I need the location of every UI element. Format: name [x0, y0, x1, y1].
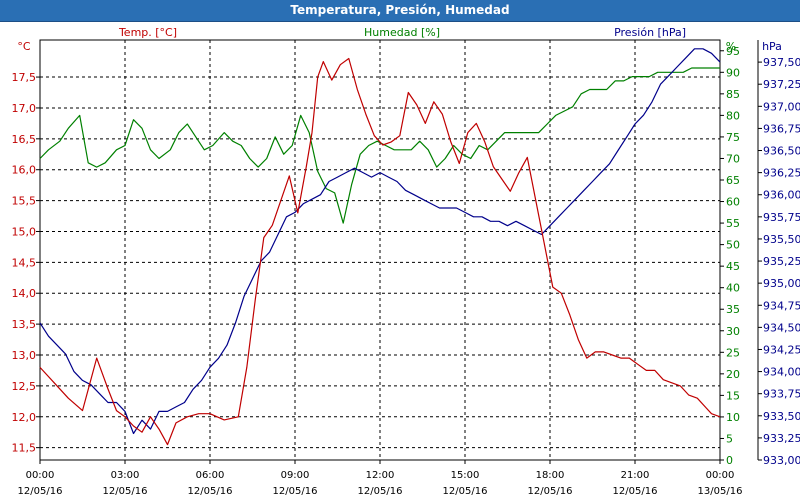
- hum-unit-label: %: [726, 40, 736, 53]
- hum-tick-label: 65: [726, 174, 740, 187]
- hum-tick-label: 10: [726, 411, 740, 424]
- pres-tick-label: 935,50: [763, 233, 800, 246]
- x-tick-time: 09:00: [281, 470, 310, 481]
- pres-tick-label: 934,25: [763, 343, 800, 356]
- pres-tick-label: 937,25: [763, 78, 800, 91]
- temp-tick-label: 15,5: [12, 195, 37, 208]
- pres-tick-label: 933,00: [763, 454, 800, 467]
- pres-tick-label: 933,25: [763, 432, 800, 445]
- legend-label: Humedad [%]: [364, 26, 440, 39]
- temp-tick-label: 13,0: [12, 349, 37, 362]
- pres-tick-label: 934,50: [763, 321, 800, 334]
- hum-tick-label: 45: [726, 260, 740, 273]
- x-tick-time: 15:00: [451, 470, 480, 481]
- axis-ticks: 00:00 12/05/16 03:00 12/05/16 06:00 12/05/16 0…: [12, 40, 800, 497]
- x-tick-date: 12/05/16: [443, 486, 488, 497]
- window-title-bar: Temperatura, Presión, Humedad: [0, 0, 800, 22]
- x-tick-date: 12/05/16: [188, 486, 233, 497]
- pres-tick-label: 933,75: [763, 388, 800, 401]
- x-tick-time: 00:00: [706, 470, 735, 481]
- hum-tick-label: 20: [726, 368, 740, 381]
- pres-unit-label: hPa: [762, 40, 782, 53]
- pres-tick-label: 936,00: [763, 189, 800, 202]
- legend-label: Temp. [°C]: [118, 26, 177, 39]
- x-tick-date: 12/05/16: [613, 486, 658, 497]
- temp-tick-label: 16,5: [12, 133, 37, 146]
- hum-tick-label: 40: [726, 282, 740, 295]
- hum-tick-label: 80: [726, 109, 740, 122]
- hum-tick-label: 90: [726, 66, 740, 79]
- temp-tick-label: 16,0: [12, 164, 37, 177]
- x-tick-time: 12:00: [366, 470, 395, 481]
- temp-tick-label: 13,5: [12, 318, 37, 331]
- temp-tick-label: 11,5: [12, 442, 37, 455]
- x-tick-time: 21:00: [621, 470, 650, 481]
- x-tick-date: 13/05/16: [698, 486, 743, 497]
- pres-tick-label: 936,50: [763, 145, 800, 158]
- x-tick-date: 12/05/16: [358, 486, 403, 497]
- x-tick-time: 18:00: [536, 470, 565, 481]
- pres-tick-label: 937,50: [763, 56, 800, 69]
- x-tick-time: 00:00: [26, 470, 55, 481]
- x-tick-date: 12/05/16: [103, 486, 148, 497]
- temp-tick-label: 14,0: [12, 287, 37, 300]
- temp-tick-label: 12,0: [12, 411, 37, 424]
- pres-tick-label: 935,75: [763, 211, 800, 224]
- hum-tick-label: 60: [726, 196, 740, 209]
- pres-tick-label: 933,50: [763, 410, 800, 423]
- series-line-temp: [39, 57, 721, 446]
- hum-tick-label: 35: [726, 303, 740, 316]
- x-tick-time: 06:00: [196, 470, 225, 481]
- pres-tick-label: 935,00: [763, 277, 800, 290]
- series-line-hum: [39, 67, 720, 224]
- x-tick-date: 12/05/16: [528, 486, 573, 497]
- x-tick-date: 12/05/16: [273, 486, 318, 497]
- hum-tick-label: 5: [726, 432, 733, 445]
- x-tick-date: 12/05/16: [18, 486, 63, 497]
- data-series: [39, 48, 721, 446]
- hum-tick-label: 95: [726, 45, 740, 58]
- temp-tick-label: 17,0: [12, 102, 37, 115]
- hum-tick-label: 70: [726, 152, 740, 165]
- pres-tick-label: 935,25: [763, 255, 800, 268]
- temp-tick-label: 14,5: [12, 256, 37, 269]
- window-title: Temperatura, Presión, Humedad: [290, 3, 510, 17]
- hum-tick-label: 55: [726, 217, 740, 230]
- pres-tick-label: 934,00: [763, 366, 800, 379]
- hum-tick-label: 30: [726, 325, 740, 338]
- pres-tick-label: 934,75: [763, 299, 800, 312]
- hum-tick-label: 0: [726, 454, 733, 467]
- temp-tick-label: 17,5: [12, 71, 37, 84]
- temp-tick-label: 12,5: [12, 380, 37, 393]
- hum-tick-label: 15: [726, 389, 740, 402]
- series-line-pres: [39, 48, 721, 435]
- pres-tick-label: 937,00: [763, 100, 800, 113]
- pres-tick-label: 936,75: [763, 122, 800, 135]
- hum-tick-label: 25: [726, 346, 740, 359]
- pres-tick-label: 936,25: [763, 167, 800, 180]
- hum-tick-label: 50: [726, 239, 740, 252]
- hum-tick-label: 85: [726, 88, 740, 101]
- grid-lines: [40, 40, 720, 460]
- hum-tick-label: 75: [726, 131, 740, 144]
- x-tick-time: 03:00: [111, 470, 140, 481]
- temp-unit-label: °C: [17, 40, 31, 53]
- axis-labels: °C% hPa Temp. [°C] Humedad [%] Presión [hPa]: [17, 26, 782, 53]
- temp-tick-label: 15,0: [12, 225, 37, 238]
- legend-label: Presión [hPa]: [614, 26, 686, 39]
